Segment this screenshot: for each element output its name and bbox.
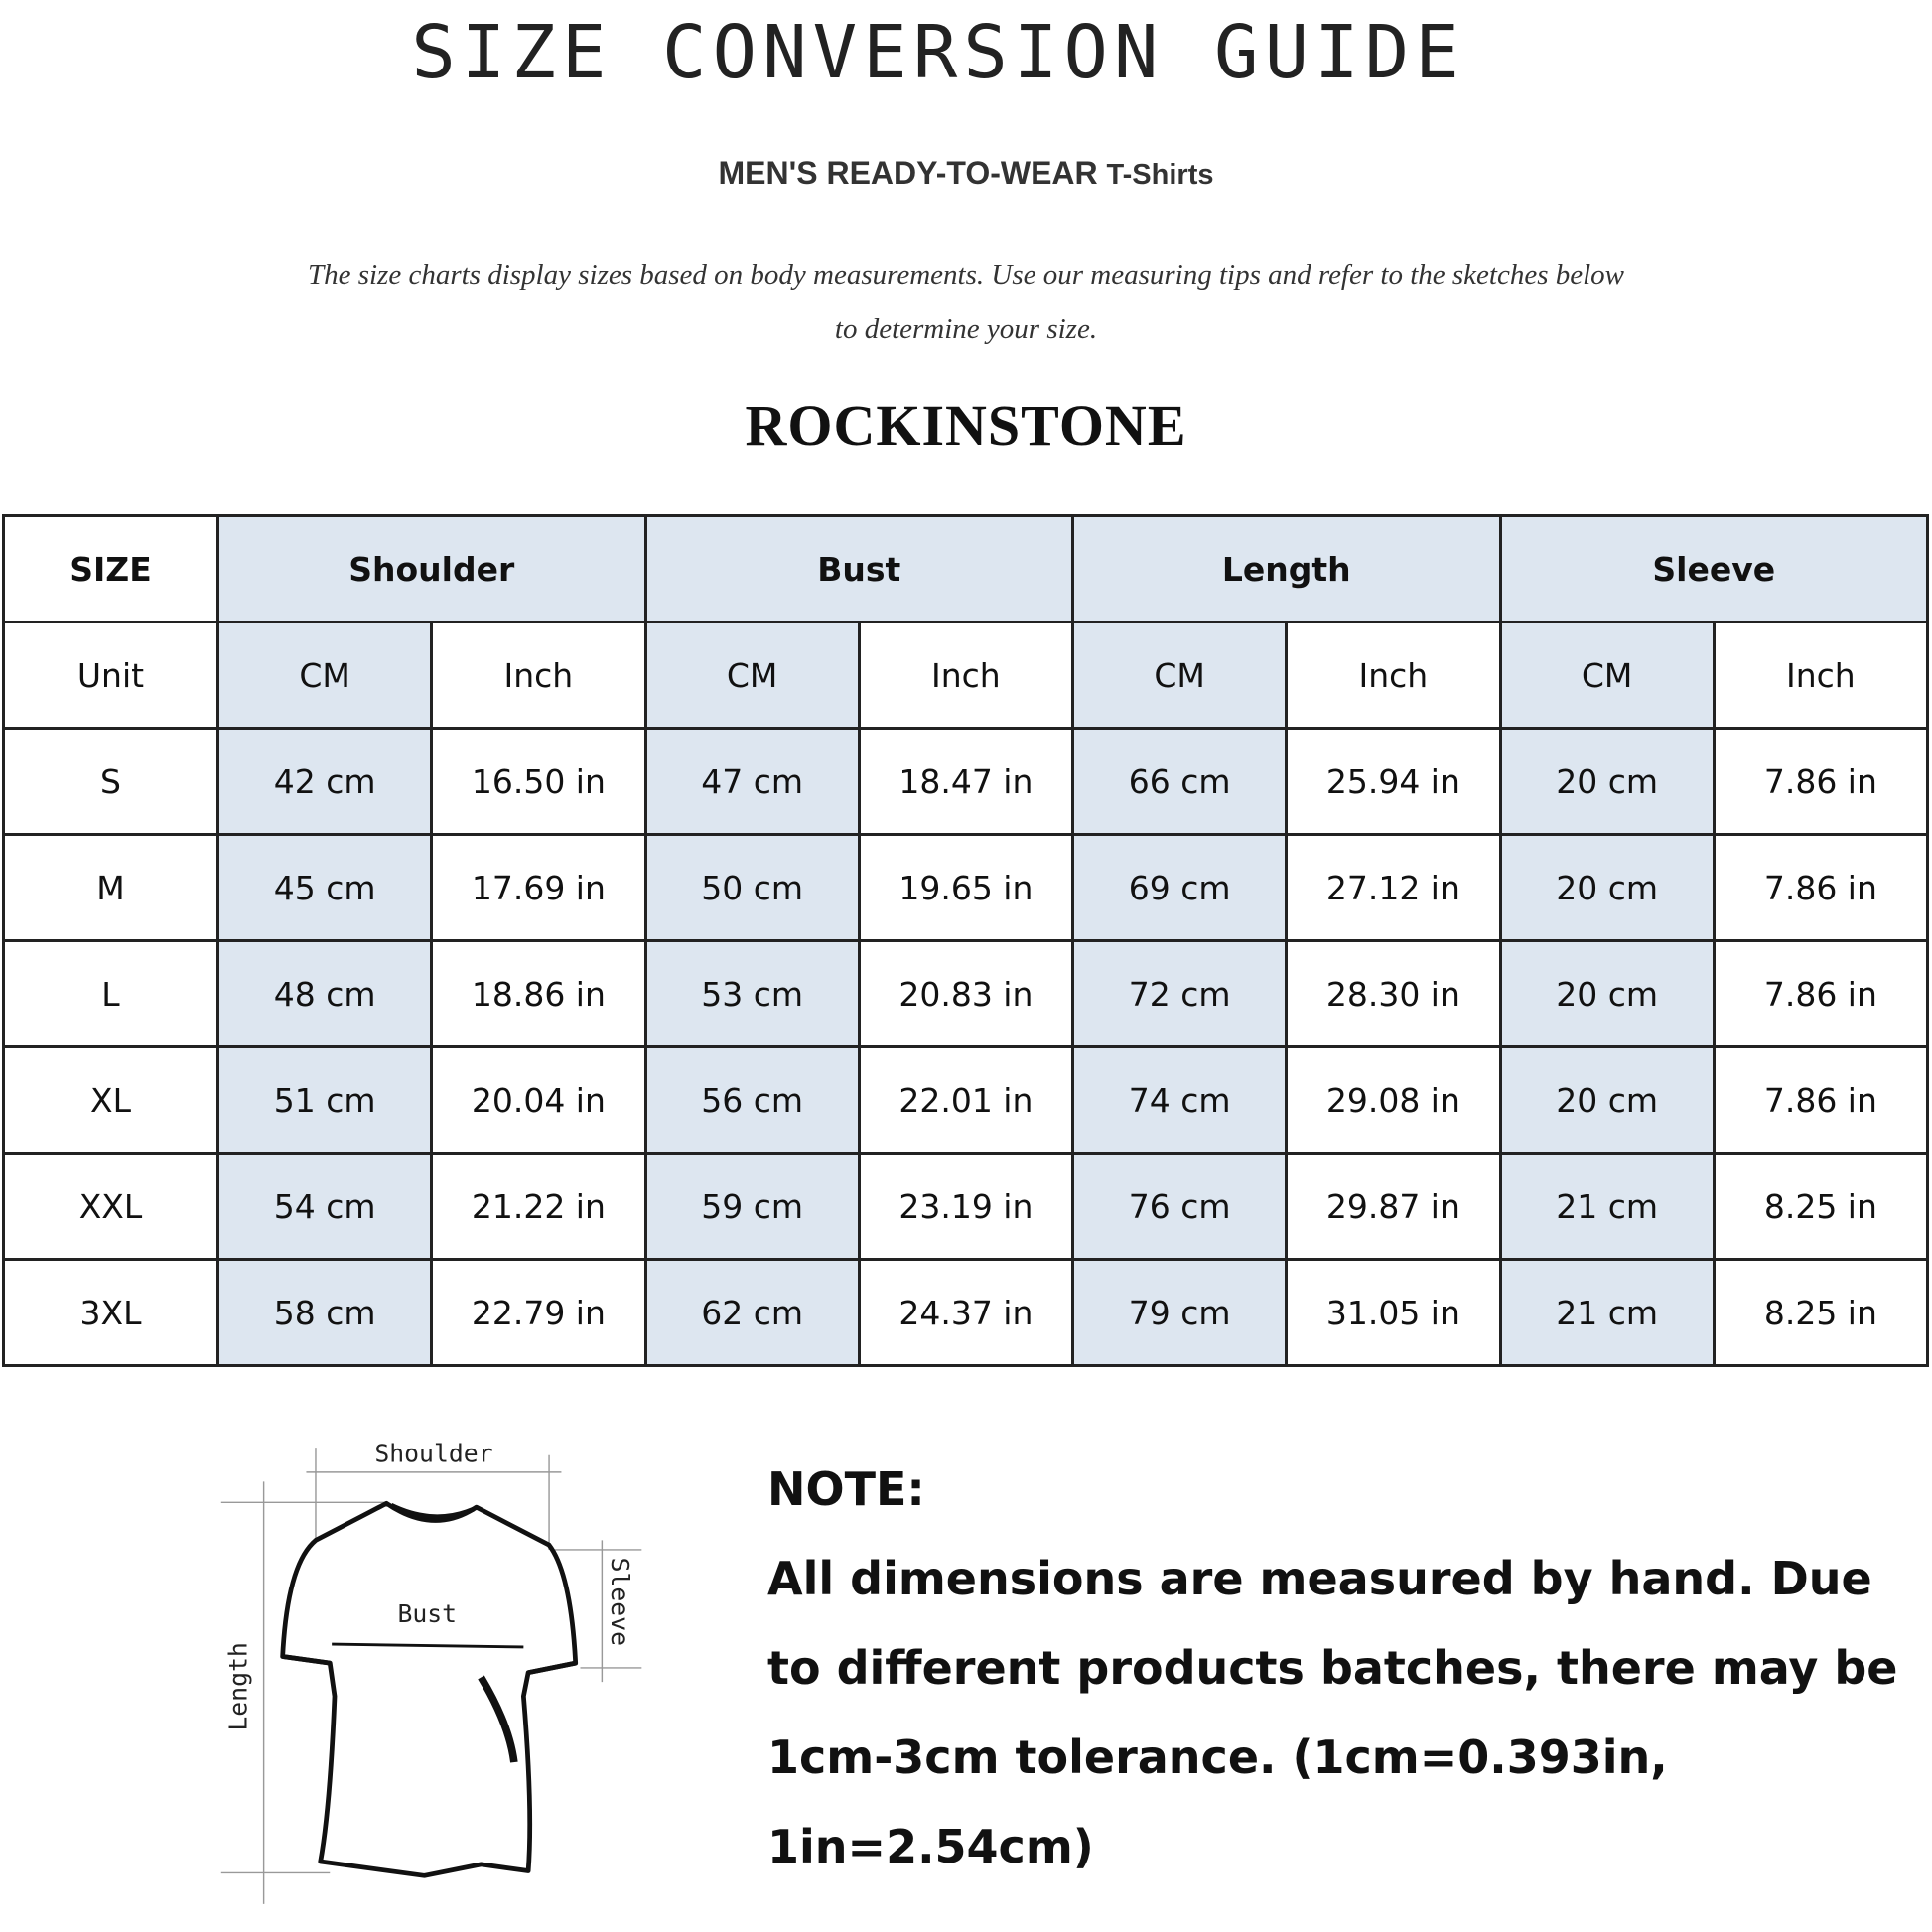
value-cell: 22.01 in bbox=[857, 1045, 1075, 1155]
subtitle-product: T-Shirts bbox=[1106, 159, 1214, 191]
group-header: Shoulder bbox=[216, 514, 647, 623]
group-header: Length bbox=[1071, 514, 1502, 623]
value-cell: 7.86 in bbox=[1712, 939, 1930, 1048]
value-cell: 72 cm bbox=[1070, 939, 1289, 1048]
unit-header: Inch bbox=[1285, 621, 1502, 730]
value-cell: 18.47 in bbox=[857, 727, 1075, 836]
subtitle-main: MEN'S READY-TO-WEAR bbox=[718, 155, 1098, 191]
value-cell: 20 cm bbox=[1498, 833, 1716, 942]
brand-name: ROCKINSTONE bbox=[745, 393, 1187, 458]
unit-row: Unit CM Inch CM Inch CM Inch CM Inch bbox=[2, 621, 1930, 730]
group-header: Sleeve bbox=[1498, 514, 1929, 623]
sketch-label-bust: Bust bbox=[397, 1599, 457, 1628]
size-cell: M bbox=[2, 833, 219, 942]
value-cell: 58 cm bbox=[215, 1258, 434, 1367]
note: NOTE: All dimensions are measured by han… bbox=[767, 1445, 1919, 1891]
size-cell: XXL bbox=[2, 1152, 219, 1261]
unit-header: Inch bbox=[857, 621, 1075, 730]
description: The size charts display sizes based on b… bbox=[307, 259, 1625, 345]
value-cell: 25.94 in bbox=[1285, 727, 1502, 836]
value-cell: 20 cm bbox=[1498, 1045, 1716, 1155]
unit-header: CM bbox=[1070, 621, 1289, 730]
unit-header: Inch bbox=[1712, 621, 1930, 730]
value-cell: 50 cm bbox=[643, 833, 861, 942]
note-text: All dimensions are measured by hand. Due… bbox=[767, 1552, 1898, 1873]
table-row: XXL 54 cm 21.22 in 59 cm 23.19 in 76 cm 29.87 … bbox=[2, 1152, 1930, 1261]
value-cell: 56 cm bbox=[643, 1045, 861, 1155]
value-cell: 42 cm bbox=[215, 727, 434, 836]
size-table: SIZE Shoulder Bust Length Sleeve Unit CM Inch CM… bbox=[2, 514, 1930, 1367]
value-cell: 31.05 in bbox=[1285, 1258, 1502, 1367]
value-cell: 47 cm bbox=[643, 727, 861, 836]
page-title: SIZE CONVERSION GUIDE bbox=[411, 10, 1465, 95]
value-cell: 21 cm bbox=[1498, 1152, 1716, 1261]
sketch-label-length: Length bbox=[223, 1642, 252, 1730]
value-cell: 20.83 in bbox=[857, 939, 1075, 1048]
value-cell: 21.22 in bbox=[430, 1152, 647, 1261]
value-cell: 20.04 in bbox=[430, 1045, 647, 1155]
value-cell: 45 cm bbox=[215, 833, 434, 942]
table-row: S 42 cm 16.50 in 47 cm 18.47 in 66 cm 25.94 in… bbox=[2, 727, 1930, 836]
value-cell: 59 cm bbox=[643, 1152, 861, 1261]
unit-header: CM bbox=[643, 621, 861, 730]
value-cell: 8.25 in bbox=[1712, 1258, 1930, 1367]
value-cell: 17.69 in bbox=[430, 833, 647, 942]
sketch-label-sleeve: Sleeve bbox=[606, 1558, 634, 1646]
value-cell: 29.08 in bbox=[1285, 1045, 1502, 1155]
value-cell: 16.50 in bbox=[430, 727, 647, 836]
table-row: M 45 cm 17.69 in 50 cm 19.65 in 69 cm 27.12 in… bbox=[2, 833, 1930, 942]
size-cell: S bbox=[2, 727, 219, 836]
value-cell: 54 cm bbox=[215, 1152, 434, 1261]
value-cell: 23.19 in bbox=[857, 1152, 1075, 1261]
unit-header: Inch bbox=[430, 621, 647, 730]
table-row: XL 51 cm 20.04 in 56 cm 22.01 in 74 cm 29.08 i… bbox=[2, 1045, 1930, 1155]
value-cell: 79 cm bbox=[1070, 1258, 1289, 1367]
value-cell: 27.12 in bbox=[1285, 833, 1502, 942]
value-cell: 48 cm bbox=[215, 939, 434, 1048]
table-row: L 48 cm 18.86 in 53 cm 20.83 in 72 cm 28.30 in… bbox=[2, 939, 1930, 1048]
value-cell: 76 cm bbox=[1070, 1152, 1289, 1261]
value-cell: 7.86 in bbox=[1712, 727, 1930, 836]
value-cell: 62 cm bbox=[643, 1258, 861, 1367]
unit-label: Unit bbox=[2, 621, 219, 730]
value-cell: 8.25 in bbox=[1712, 1152, 1930, 1261]
value-cell: 66 cm bbox=[1070, 727, 1289, 836]
value-cell: 69 cm bbox=[1070, 833, 1289, 942]
value-cell: 24.37 in bbox=[857, 1258, 1075, 1367]
header-row: SIZE Shoulder Bust Length Sleeve bbox=[2, 514, 1929, 623]
unit-header: CM bbox=[1498, 621, 1716, 730]
size-cell: XL bbox=[2, 1045, 219, 1155]
subtitle: MEN'S READY-TO-WEAR T-Shirts bbox=[0, 155, 1932, 192]
value-cell: 7.86 in bbox=[1712, 1045, 1930, 1155]
size-cell: L bbox=[2, 939, 219, 1048]
tshirt-measurement-sketch: Shoulder Bust Sleeve Length bbox=[220, 1439, 642, 1904]
note-heading: NOTE: bbox=[767, 1462, 925, 1516]
value-cell: 51 cm bbox=[215, 1045, 434, 1155]
value-cell: 74 cm bbox=[1070, 1045, 1289, 1155]
sketch-label-shoulder: Shoulder bbox=[374, 1439, 492, 1467]
value-cell: 29.87 in bbox=[1285, 1152, 1502, 1261]
value-cell: 22.79 in bbox=[430, 1258, 647, 1367]
value-cell: 19.65 in bbox=[857, 833, 1075, 942]
value-cell: 20 cm bbox=[1498, 939, 1716, 1048]
unit-header: CM bbox=[215, 621, 434, 730]
value-cell: 20 cm bbox=[1498, 727, 1716, 836]
value-cell: 7.86 in bbox=[1712, 833, 1930, 942]
value-cell: 53 cm bbox=[643, 939, 861, 1048]
value-cell: 28.30 in bbox=[1285, 939, 1502, 1048]
size-cell: 3XL bbox=[2, 1258, 219, 1367]
size-header: SIZE bbox=[2, 514, 219, 623]
value-cell: 18.86 in bbox=[430, 939, 647, 1048]
group-header: Bust bbox=[643, 514, 1074, 623]
value-cell: 21 cm bbox=[1498, 1258, 1716, 1367]
table-row: 3XL 58 cm 22.79 in 62 cm 24.37 in 79 cm 31.05 … bbox=[2, 1258, 1930, 1367]
